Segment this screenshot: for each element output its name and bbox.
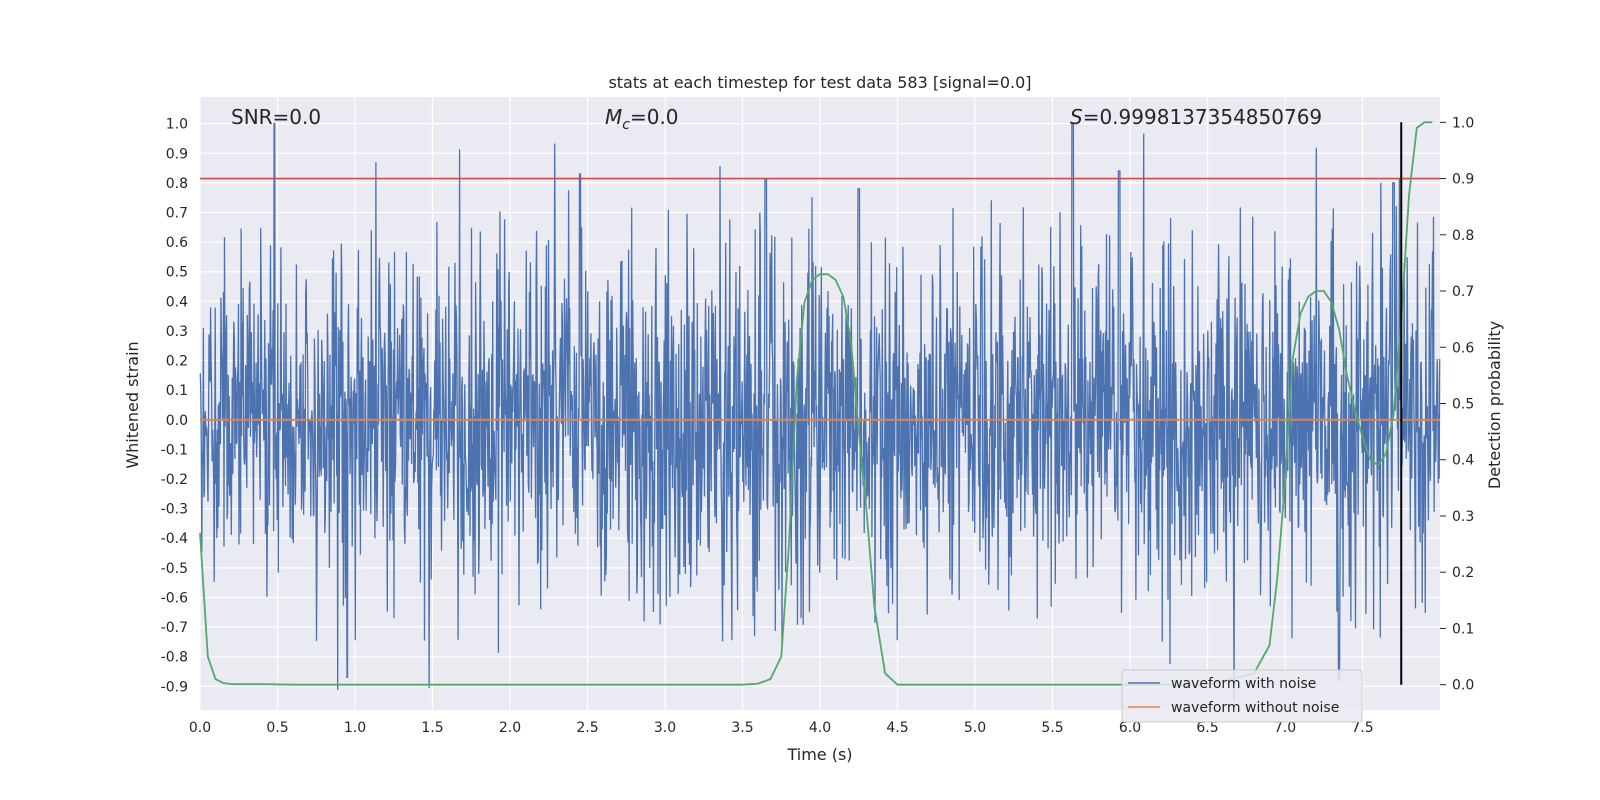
left-y-tick-label-11: 0.2 (166, 354, 188, 370)
left-y-tick-label-16: 0.7 (166, 205, 188, 221)
x-tick-label-8: 4.0 (809, 720, 831, 736)
left-y-tick-label-9: 0.0 (166, 413, 188, 429)
x-tick-label-4: 2.0 (499, 720, 521, 736)
noise-trace (199, 123, 1441, 702)
right-y-axis-label: Detection probability (1485, 321, 1504, 489)
chirp-mass-value: =0.0 (630, 105, 679, 129)
snr-annotation: SNR=0.0 (231, 105, 321, 129)
right-y-tick-label-5: 0.5 (1452, 397, 1474, 413)
left-y-tick-labels: -0.9 -0.8 -0.7 -0.6 -0.5 -0.4 -0.3 -0.2 -0.1 0.0 0… (161, 117, 188, 696)
legend: waveform with noise waveform without noi… (1121, 669, 1363, 723)
left-y-tick-label-17: 0.8 (166, 176, 188, 192)
legend-box (1121, 669, 1363, 723)
x-tick-label-12: 6.0 (1119, 720, 1141, 736)
x-tick-label-15: 7.5 (1351, 720, 1373, 736)
x-tick-label-2: 1.0 (344, 720, 366, 736)
left-y-tick-label-14: 0.5 (166, 265, 188, 281)
series-waveform-with-noise (199, 123, 1441, 702)
x-tick-label-10: 5.0 (964, 720, 986, 736)
x-tick-label-11: 5.5 (1041, 720, 1063, 736)
legend-label-noise: waveform with noise (1171, 676, 1316, 692)
left-y-tick-label-19: 1.0 (166, 117, 188, 133)
score-annotation: S=0.9998137354850769 (1070, 105, 1322, 129)
right-y-tick-label-2: 0.2 (1452, 565, 1474, 581)
right-y-tick-label-9: 0.9 (1452, 172, 1474, 188)
left-y-tick-label-5: -0.4 (161, 531, 188, 547)
x-tick-label-6: 3.0 (654, 720, 676, 736)
left-y-tick-label-3: -0.6 (161, 590, 188, 606)
series-detection-probability (199, 121, 1433, 686)
score-symbol: S (1070, 105, 1083, 129)
x-tick-label-7: 3.5 (731, 720, 753, 736)
x-tick-label-1: 0.5 (266, 720, 288, 736)
left-y-tick-label-8: -0.1 (161, 442, 188, 458)
left-y-axis-label: Whitened strain (123, 341, 142, 468)
x-tick-label-9: 4.5 (886, 720, 908, 736)
right-y-tick-label-0: 0.0 (1452, 678, 1474, 694)
legend-label-clean: waveform without noise (1171, 700, 1339, 716)
right-y-tick-label-3: 0.3 (1452, 509, 1474, 525)
chirp-mass-subscript: c (622, 117, 630, 133)
right-y-tick-label-10: 1.0 (1452, 115, 1474, 131)
right-y-tick-label-1: 0.1 (1452, 621, 1474, 637)
x-tick-label-13: 6.5 (1196, 720, 1218, 736)
x-tick-label-14: 7.0 (1274, 720, 1296, 736)
x-tick-label-5: 2.5 (576, 720, 598, 736)
x-tick-label-3: 1.5 (421, 720, 443, 736)
left-y-tick-label-15: 0.6 (166, 235, 188, 251)
right-y-tick-label-6: 0.6 (1452, 340, 1474, 356)
x-tick-labels: 0.0 0.5 1.0 1.5 2.0 2.5 3.0 3.5 4.0 4.5 5.0 5.5 6.0 6… (189, 720, 1374, 736)
chirp-mass-symbol: M (605, 105, 622, 129)
x-axis-label: Time (s) (786, 745, 852, 764)
right-y-tick-label-7: 0.7 (1452, 284, 1474, 300)
left-y-tick-label-7: -0.2 (161, 472, 188, 488)
probability-curve (199, 121, 1433, 686)
left-y-tick-label-0: -0.9 (161, 679, 188, 695)
left-y-tick-label-12: 0.3 (166, 324, 188, 340)
left-y-tick-label-6: -0.3 (161, 502, 188, 518)
left-y-tick-label-13: 0.4 (166, 294, 188, 310)
right-y-tick-label-8: 0.8 (1452, 228, 1474, 244)
right-y-tick-label-4: 0.4 (1452, 453, 1474, 469)
left-y-tick-label-18: 0.9 (166, 146, 188, 162)
score-value: =0.9998137354850769 (1083, 105, 1322, 129)
x-tick-label-0: 0.0 (189, 720, 211, 736)
chirp-mass-annotation: Mc=0.0 (605, 105, 679, 133)
left-y-tick-label-2: -0.7 (161, 620, 188, 636)
left-y-tick-label-1: -0.8 (161, 650, 188, 666)
left-y-tick-label-4: -0.5 (161, 561, 188, 577)
chart-title: stats at each timestep for test data 583… (608, 73, 1031, 92)
right-y-tick-labels: 0.0 0.1 0.2 0.3 0.4 0.5 0.6 0.7 0.8 0.9 1.0 (1440, 115, 1474, 694)
left-y-tick-label-10: 0.1 (166, 383, 188, 399)
